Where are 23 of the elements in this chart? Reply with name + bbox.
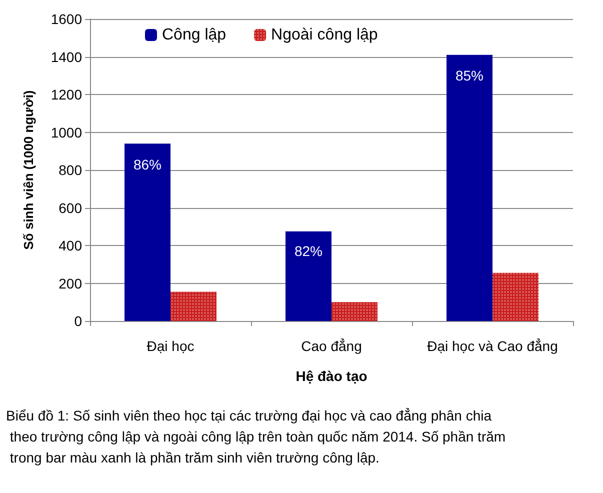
- y-tick-label: 1000: [50, 124, 82, 140]
- legend-label: Ngoài công lập: [271, 26, 378, 44]
- y-tick-label: 0: [74, 313, 82, 329]
- y-tick-label: 1200: [50, 86, 82, 102]
- y-tick-label: 400: [58, 238, 82, 254]
- y-tick-label: 1600: [50, 11, 82, 27]
- x-tick-label: Đại học và Cao đẳng: [427, 338, 558, 354]
- legend-label: Công lập: [162, 26, 226, 44]
- y-tick-label: 800: [58, 162, 82, 178]
- y-tick-label: 200: [58, 275, 82, 292]
- x-axis-title: Hệ đào tạo: [296, 368, 368, 384]
- text: Biểu đồ 1: Số sinh viên theo học tại các trường đại học và cao đẳng phân chia theo trường công lập và ngoài công lập trên toàn quốc năm 2014. Số phần trăm trong bar màu xanh là phần trăm sinh viên trường công lập.: [6, 408, 506, 466]
- annotation: 82%: [294, 243, 323, 260]
- x-tick-label: Đại học: [146, 338, 194, 354]
- y-axis-title: Số sinh viên (1000 người): [21, 90, 36, 250]
- y-tick-label: 600: [58, 200, 82, 216]
- x-tick-label: Cao đẳng: [301, 338, 362, 354]
- annotation: 85%: [455, 68, 484, 84]
- bar: [286, 231, 332, 321]
- annotation: 86%: [133, 156, 162, 172]
- y-tick-label: 1400: [50, 48, 82, 65]
- bar: [446, 54, 492, 321]
- bar: [124, 144, 170, 321]
